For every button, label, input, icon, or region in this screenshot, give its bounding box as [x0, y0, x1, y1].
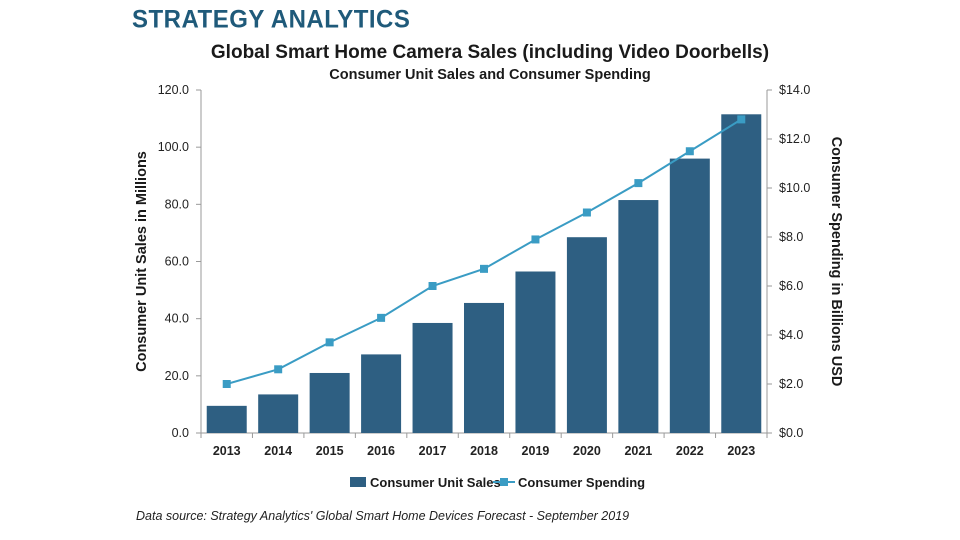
y-axis-right-title: Consumer Spending in Billions USD — [828, 137, 844, 387]
x-tick-label: 2015 — [316, 444, 344, 458]
point-consumer-spending — [274, 365, 283, 374]
data-source-note: Data source: Strategy Analytics' Global … — [136, 509, 630, 523]
bar-consumer-unit-sales — [566, 237, 607, 433]
point-consumer-spending — [737, 115, 746, 124]
bar-consumer-unit-sales — [618, 200, 659, 433]
x-tick-label: 2020 — [573, 444, 601, 458]
x-tick-label: 2022 — [676, 444, 704, 458]
bar-consumer-unit-sales — [515, 271, 556, 433]
x-tick-label: 2014 — [264, 444, 292, 458]
y-right-tick-label: $4.0 — [779, 328, 803, 342]
point-consumer-spending — [377, 313, 386, 322]
x-tick-label: 2023 — [727, 444, 755, 458]
point-consumer-spending — [325, 338, 334, 347]
bar-consumer-unit-sales — [309, 372, 350, 433]
bar-consumer-unit-sales — [361, 354, 402, 433]
y-axis-left-title: Consumer Unit Sales in Millions — [134, 151, 150, 372]
y-left-tick-label: 100.0 — [158, 140, 189, 154]
chart-subtitle: Consumer Unit Sales and Consumer Spendin… — [329, 67, 651, 83]
y-right-tick-label: $6.0 — [779, 279, 803, 293]
x-tick-label: 2018 — [470, 444, 498, 458]
point-consumer-spending — [222, 380, 231, 388]
bar-consumer-unit-sales — [721, 114, 762, 433]
bar-consumer-unit-sales — [206, 405, 247, 433]
legend-label-spending: Consumer Spending — [518, 475, 645, 490]
bar-consumer-unit-sales — [669, 158, 710, 433]
y-right-tick-label: $2.0 — [779, 377, 803, 391]
legend-label-unit-sales: Consumer Unit Sales — [370, 475, 501, 490]
y-right-tick-label: $0.0 — [779, 426, 803, 440]
point-consumer-spending — [428, 282, 437, 290]
point-consumer-spending — [685, 147, 694, 156]
bar-consumer-unit-sales — [412, 322, 453, 433]
legend-swatch-marker — [500, 478, 508, 486]
y-left-tick-label: 60.0 — [165, 255, 189, 269]
bar-consumer-unit-sales — [258, 394, 299, 433]
point-consumer-spending — [480, 264, 488, 273]
x-tick-label: 2019 — [522, 444, 550, 458]
brand-logo: STRATEGY ANALYTICS — [132, 5, 411, 34]
bar-consumer-unit-sales — [464, 302, 504, 433]
y-right-tick-label: $8.0 — [779, 230, 803, 244]
legend-swatch-bar — [350, 477, 366, 487]
y-left-tick-label: 20.0 — [165, 369, 189, 383]
chart-title: Global Smart Home Camera Sales (includin… — [210, 42, 770, 63]
y-right-tick-label: $14.0 — [779, 83, 810, 97]
y-left-tick-label: 120.0 — [158, 83, 189, 97]
y-right-tick-label: $10.0 — [779, 181, 810, 195]
y-right-tick-label: $12.0 — [779, 132, 810, 146]
y-left-tick-label: 0.0 — [172, 426, 189, 440]
x-tick-label: 2016 — [367, 444, 395, 458]
x-tick-label: 2017 — [419, 444, 447, 458]
point-consumer-spending — [634, 179, 643, 188]
y-left-tick-label: 40.0 — [165, 312, 189, 326]
x-tick-label: 2013 — [213, 444, 241, 458]
y-left-tick-label: 80.0 — [165, 197, 189, 211]
x-tick-label: 2021 — [624, 444, 652, 458]
point-consumer-spending — [531, 235, 540, 244]
point-consumer-spending — [582, 208, 591, 217]
